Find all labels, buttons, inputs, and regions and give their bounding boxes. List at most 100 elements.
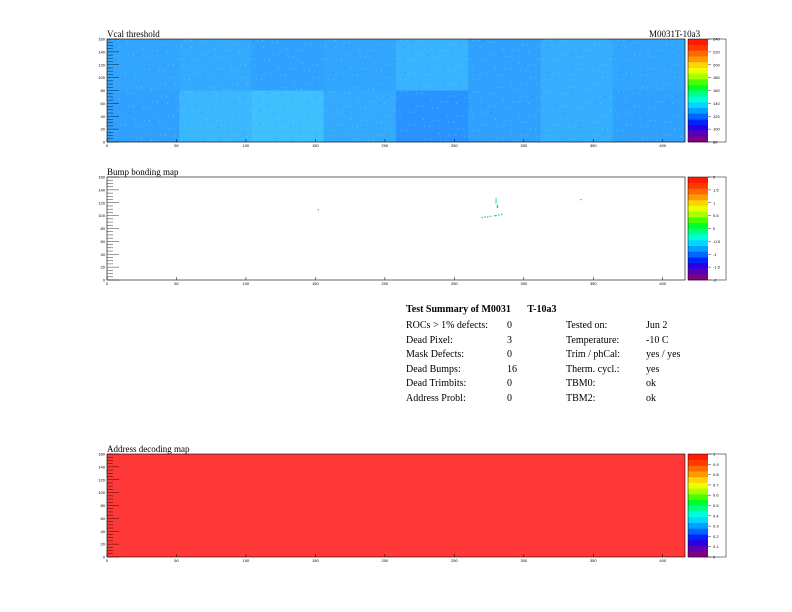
palette-swatch [688,482,708,489]
pixel-texture [537,58,539,60]
pixel-texture [536,96,539,99]
pixel-texture [550,40,552,42]
pixel-texture [283,119,285,121]
pixel-texture [387,96,389,98]
pixel-texture [117,91,119,93]
pixel-texture [606,64,608,66]
pixel-texture [500,67,502,69]
pixel-texture [545,39,547,41]
pixel-texture [366,81,368,83]
summary-label: ROCs > 1% defects: [406,320,489,331]
pixel-texture [565,41,567,43]
pixel-texture [560,92,562,94]
palette-swatch [688,90,708,97]
pixel-texture [544,78,547,80]
palette-swatch [688,217,708,224]
dead-bump-point [498,214,500,216]
pixel-texture [570,42,573,44]
pixel-texture [132,41,134,43]
pixel-texture [333,78,335,81]
pixel-texture [229,62,232,65]
pixel-texture [201,112,203,114]
palette-swatch [688,488,708,495]
pixel-texture [130,73,132,75]
pixel-texture [506,75,508,77]
pixel-texture [274,125,276,127]
pixel-texture [494,105,496,108]
pixel-texture [595,102,597,104]
pixel-texture [153,69,156,71]
pixel-texture [547,97,549,100]
pixel-texture [401,91,403,93]
pixel-texture [265,130,268,133]
x-tick-label: 300 [520,143,527,148]
pixel-texture [518,114,521,116]
pixel-texture [451,114,453,117]
pixel-texture [362,139,364,141]
pixel-texture [612,39,614,41]
pixel-texture [558,72,560,75]
pixel-texture [683,116,685,118]
pixel-texture [352,138,354,140]
pixel-texture [531,44,534,47]
pixel-texture [489,53,491,56]
summary-value: 0 [507,349,512,360]
palette-swatch [688,177,708,184]
pixel-texture [580,100,582,102]
pixel-texture [146,100,148,102]
pixel-texture [191,59,193,61]
pixel-texture [250,65,252,67]
pixel-texture [380,70,383,72]
x-tick-label: 50 [174,281,179,286]
pixel-texture [192,72,194,74]
dead-bump-point [500,213,503,216]
pixel-texture [118,46,120,49]
pixel-texture [399,65,401,67]
pixel-texture [443,82,445,84]
pixel-texture [132,93,134,95]
pixel-texture [236,70,238,72]
pixel-texture [541,97,544,99]
pixel-texture [568,74,570,76]
pixel-texture [429,138,432,141]
pixel-texture [389,115,391,118]
y-tick-label: 160 [98,37,105,42]
pixel-texture [165,95,167,98]
pixel-texture [591,114,593,116]
pixel-texture [148,107,150,109]
pixel-texture [585,101,587,103]
pixel-texture [282,54,284,57]
pixel-texture [298,120,300,122]
pixel-texture [164,121,166,124]
pixel-texture [272,53,274,56]
pixel-texture [474,46,476,48]
pixel-texture [536,135,538,137]
pixel-texture [498,93,500,95]
pixel-texture [237,95,239,98]
palette-swatch [688,511,708,518]
pixel-texture [507,139,509,141]
pixel-texture [151,139,153,142]
pixel-texture [467,77,469,79]
pixel-texture [349,105,351,108]
pixel-texture [583,132,585,135]
pixel-texture [285,138,287,141]
pixel-texture [630,72,633,75]
pixel-texture [682,109,684,111]
pixel-texture [125,124,127,126]
pixel-texture [164,83,166,85]
summary-label: Mask Defects: [406,349,465,360]
pixel-texture [287,55,289,57]
pixel-texture [154,82,156,84]
pixel-texture [635,60,637,62]
pixel-texture [315,96,317,98]
pixel-texture [271,92,273,94]
pixel-texture [110,65,112,67]
pixel-texture [674,76,676,78]
palette-frame [687,176,727,281]
pixel-texture [515,82,518,84]
pixel-texture [289,75,291,77]
pixel-texture [502,87,504,89]
pixel-texture [288,68,290,70]
palette-tick-label: 0.2 [713,534,719,539]
